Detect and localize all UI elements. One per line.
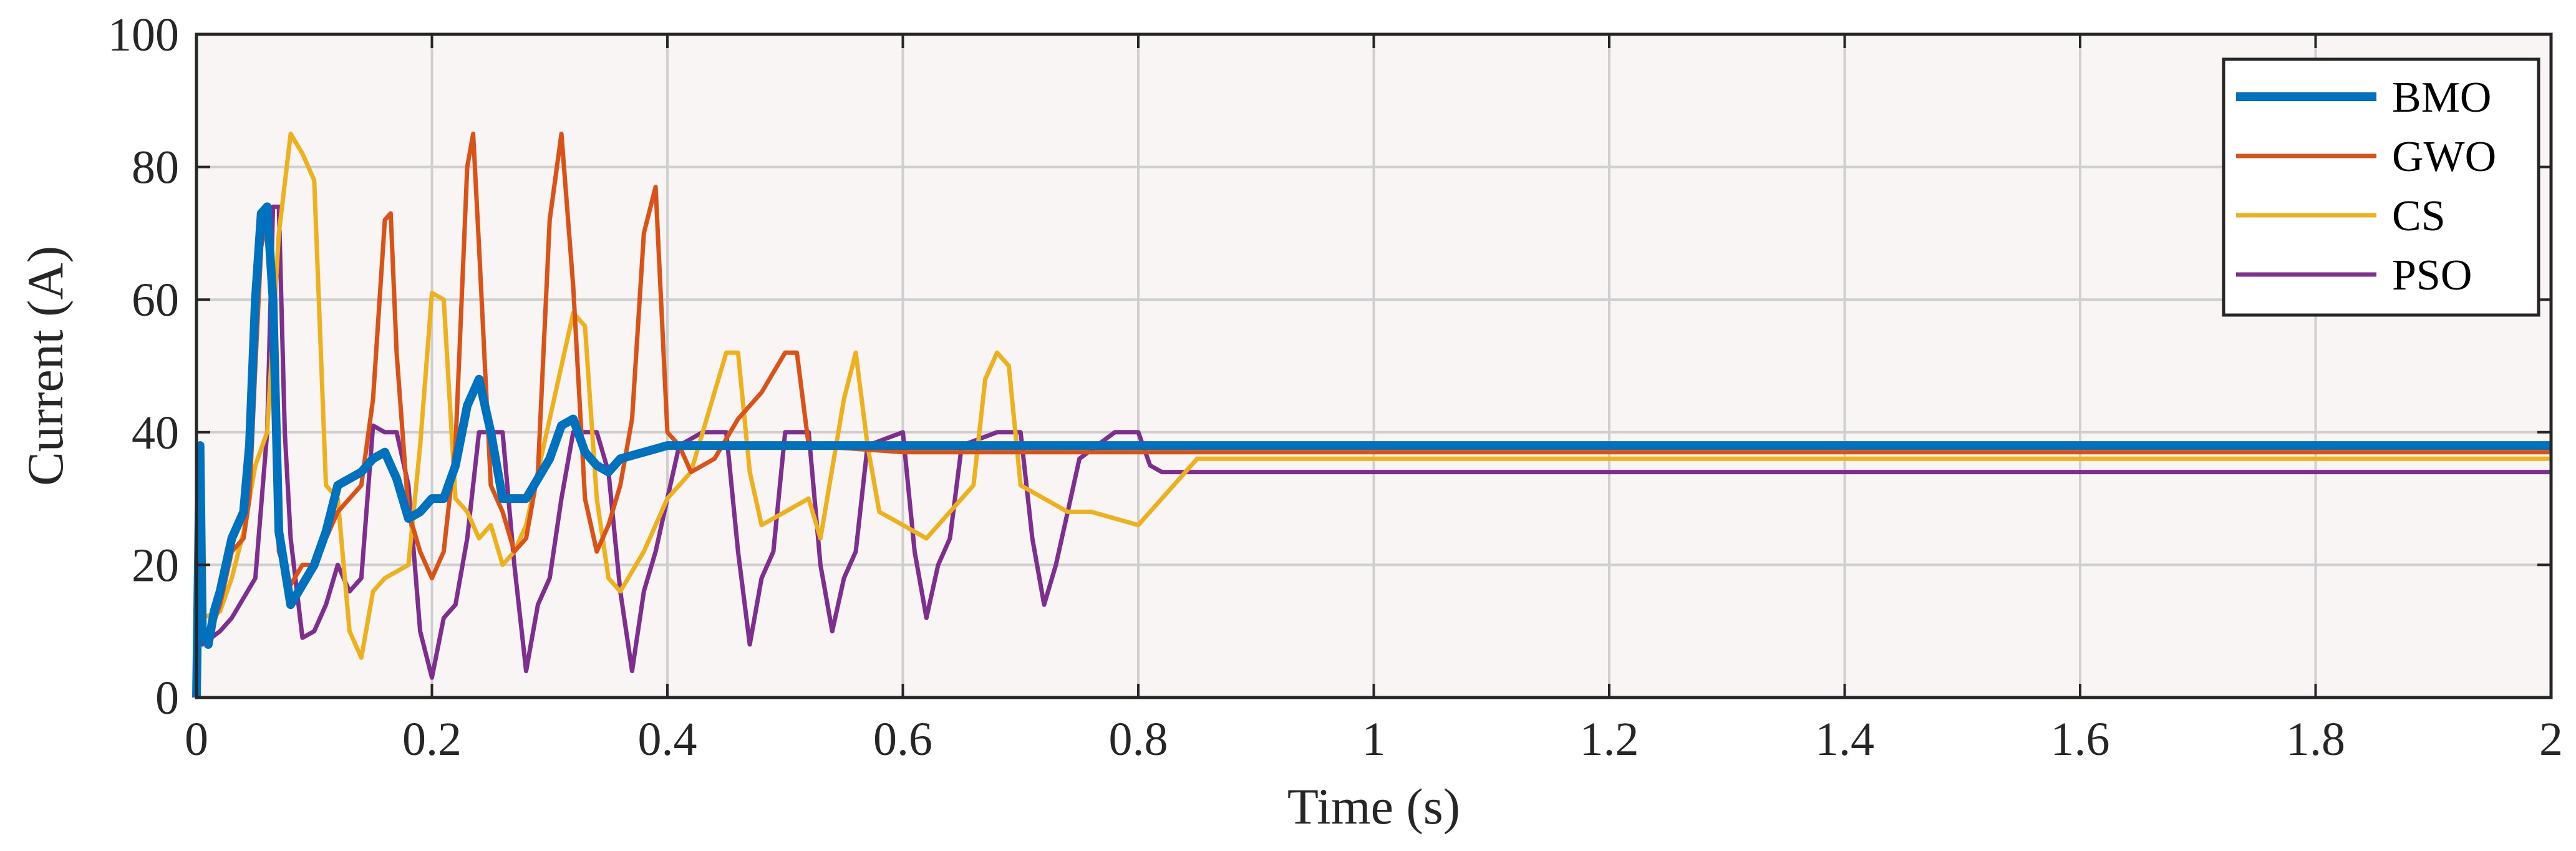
- legend-label-pso: PSO: [2392, 251, 2472, 299]
- y-tick-label: 0: [155, 672, 179, 724]
- x-tick-label: 0.2: [402, 713, 462, 766]
- x-tick-label: 1: [1362, 713, 1386, 766]
- series-line-pso: [194, 204, 2551, 698]
- x-axis-title: Time (s): [1287, 778, 1460, 835]
- x-tick-label: 1.6: [2051, 713, 2110, 766]
- x-tick-label: 1.4: [1815, 713, 1874, 766]
- x-tick-label: 0.6: [873, 713, 932, 766]
- series-layer: [192, 132, 2551, 698]
- y-tick-label: 60: [132, 274, 179, 326]
- y-axis-title: Current (A): [17, 246, 74, 486]
- y-tick-label: 100: [108, 9, 179, 61]
- y-tick-label: 20: [132, 539, 179, 591]
- x-tick-label: 0: [185, 713, 208, 766]
- legend-label-bmo: BMO: [2392, 74, 2491, 122]
- y-tick-label: 80: [132, 142, 179, 194]
- x-tick-label: 2: [2539, 713, 2563, 766]
- x-tick-label: 0.8: [1109, 713, 1168, 766]
- x-tick-label: 0.4: [638, 713, 697, 766]
- x-tick-label: 1.8: [2286, 713, 2345, 766]
- legend: BMO GWO CS PSO: [2222, 57, 2540, 317]
- legend-label-gwo: GWO: [2392, 133, 2496, 181]
- x-tick-label: 1.2: [1580, 713, 1639, 766]
- series-line-cs: [194, 132, 2551, 698]
- legend-label-cs: CS: [2392, 192, 2446, 240]
- series-line-bmo: [192, 202, 2551, 698]
- y-tick-label: 40: [132, 407, 179, 459]
